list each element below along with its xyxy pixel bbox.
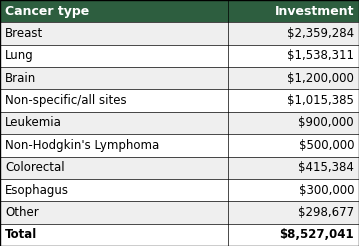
- Bar: [0, 134, 228, 156]
- Text: Brain: Brain: [5, 72, 36, 85]
- Bar: [0, 67, 228, 90]
- Text: Cancer type: Cancer type: [5, 5, 89, 18]
- Text: Lung: Lung: [5, 49, 34, 62]
- Bar: [228, 112, 359, 134]
- Bar: [0, 45, 228, 67]
- Text: $2,359,284: $2,359,284: [287, 27, 354, 40]
- Text: $8,527,041: $8,527,041: [279, 228, 354, 241]
- Bar: [228, 224, 359, 246]
- Text: Investment: Investment: [275, 5, 354, 18]
- Bar: [228, 201, 359, 224]
- Text: Other: Other: [5, 206, 39, 219]
- Text: Non-Hodgkin's Lymphoma: Non-Hodgkin's Lymphoma: [5, 139, 159, 152]
- Text: Total: Total: [5, 228, 37, 241]
- Bar: [228, 179, 359, 201]
- Bar: [0, 90, 228, 112]
- Bar: [228, 156, 359, 179]
- Bar: [0, 156, 228, 179]
- Text: Leukemia: Leukemia: [5, 117, 62, 129]
- Text: Non-specific/all sites: Non-specific/all sites: [5, 94, 127, 107]
- Text: $1,538,311: $1,538,311: [287, 49, 354, 62]
- Text: $300,000: $300,000: [298, 184, 354, 197]
- Text: $298,677: $298,677: [298, 206, 354, 219]
- Bar: [0, 22, 228, 45]
- Text: $1,015,385: $1,015,385: [287, 94, 354, 107]
- Bar: [228, 134, 359, 156]
- Bar: [0, 112, 228, 134]
- Bar: [228, 90, 359, 112]
- Text: Colorectal: Colorectal: [5, 161, 65, 174]
- Bar: [228, 0, 359, 22]
- Bar: [228, 22, 359, 45]
- Text: $900,000: $900,000: [298, 117, 354, 129]
- Bar: [0, 224, 228, 246]
- Text: $415,384: $415,384: [298, 161, 354, 174]
- Bar: [228, 45, 359, 67]
- Text: $1,200,000: $1,200,000: [287, 72, 354, 85]
- Bar: [0, 201, 228, 224]
- Bar: [0, 0, 228, 22]
- Text: Esophagus: Esophagus: [5, 184, 69, 197]
- Bar: [0, 179, 228, 201]
- Bar: [228, 67, 359, 90]
- Text: $500,000: $500,000: [298, 139, 354, 152]
- Text: Breast: Breast: [5, 27, 43, 40]
